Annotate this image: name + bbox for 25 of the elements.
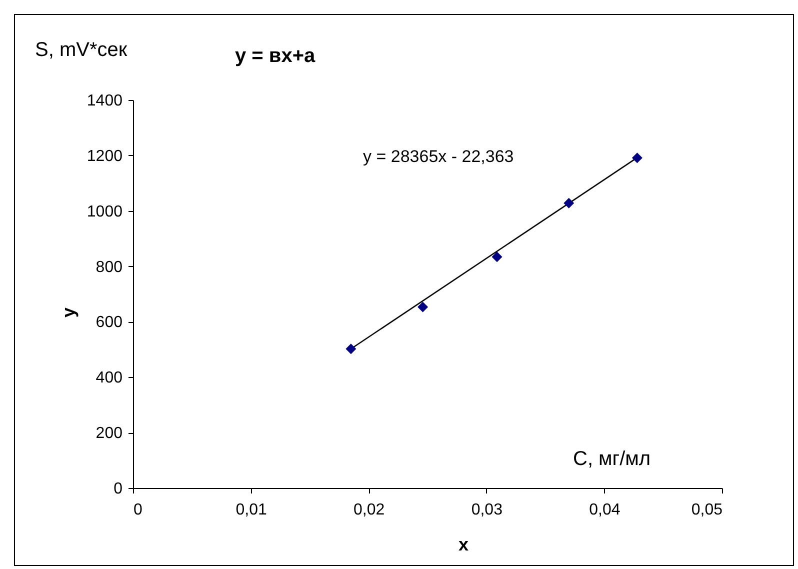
y-axis-title: y (58, 307, 78, 318)
x-tick-label: 0,02 (354, 502, 385, 518)
chart-title: y = вx+a (235, 45, 316, 67)
x-axis-title: x (458, 534, 469, 554)
annotation: C, мг/мл (573, 448, 651, 470)
y-tick-label: 1000 (86, 203, 123, 220)
point (632, 152, 642, 164)
y-tick-label: 1400 (86, 92, 123, 110)
x-tick-label: 0,04 (589, 502, 620, 518)
y-tick-label: 400 (96, 370, 123, 387)
x-tick-label: 0 (134, 502, 142, 518)
y-tick-label: 0 (114, 480, 123, 498)
annotation: y = 28365x - 22,363 (363, 147, 514, 166)
x-tick-label: 0,03 (471, 502, 503, 518)
x-tick-label: 0,05 (691, 502, 723, 518)
y-tick-label: 800 (96, 258, 123, 276)
point (346, 344, 356, 354)
text: S, mV*сек (35, 39, 128, 61)
point (564, 198, 574, 208)
y-tick-label: 200 (96, 425, 123, 442)
y-tick-label: 600 (96, 314, 123, 332)
y-tick-label: 1200 (86, 148, 123, 165)
point (492, 252, 502, 262)
x-tick-label: 0,01 (236, 502, 267, 518)
point (418, 302, 428, 312)
